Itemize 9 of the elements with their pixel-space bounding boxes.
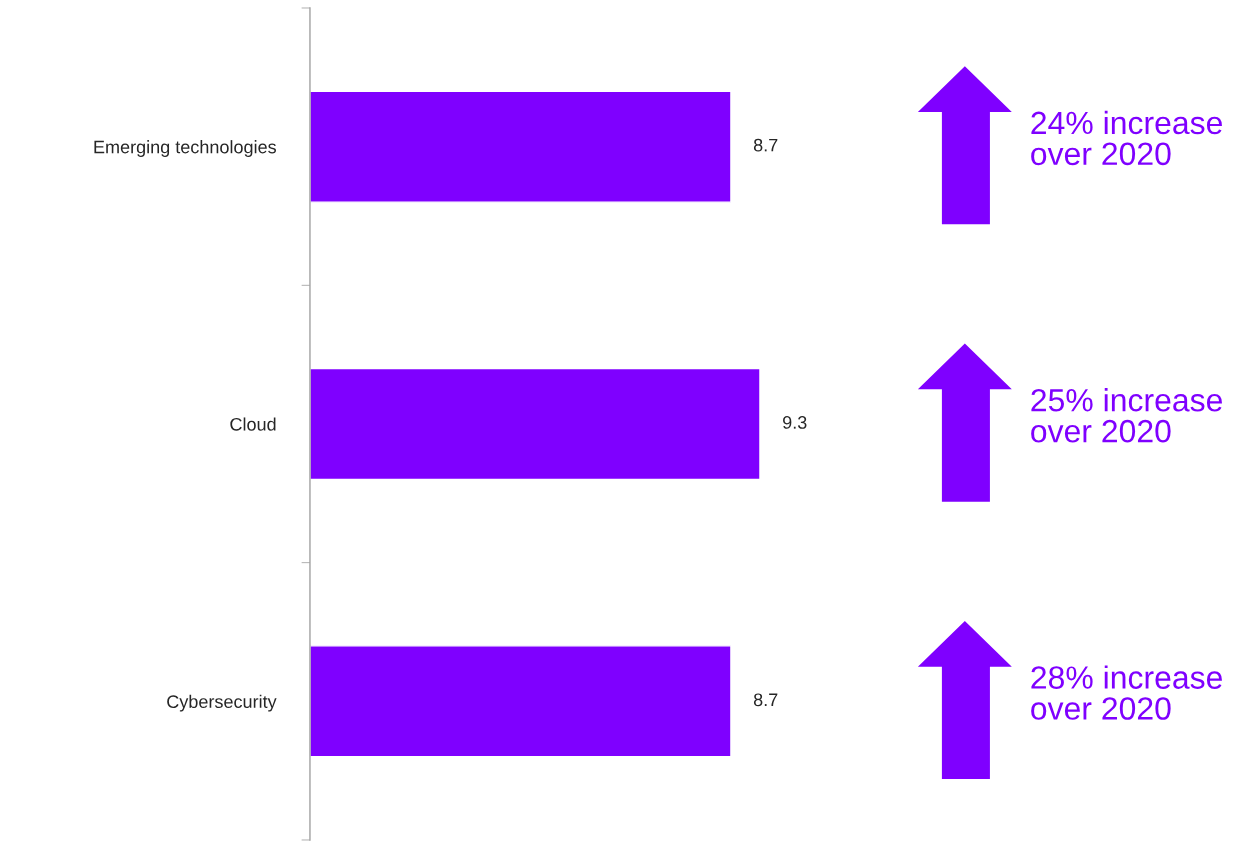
y-tick-label: Cybersecurity <box>167 694 277 712</box>
data-label: 9.3 <box>783 416 807 429</box>
text: 25% increase over 2020 <box>1031 388 1222 443</box>
y-tick-label: Cloud <box>230 417 276 431</box>
y-tick-label: Emerging technologies <box>94 140 276 157</box>
data-label: 8.7 <box>753 693 778 707</box>
text: 28% increase over 2020 <box>1031 665 1222 720</box>
text: 24% increase over 2020 <box>1031 110 1222 166</box>
data-label: 8.7 <box>753 138 778 152</box>
